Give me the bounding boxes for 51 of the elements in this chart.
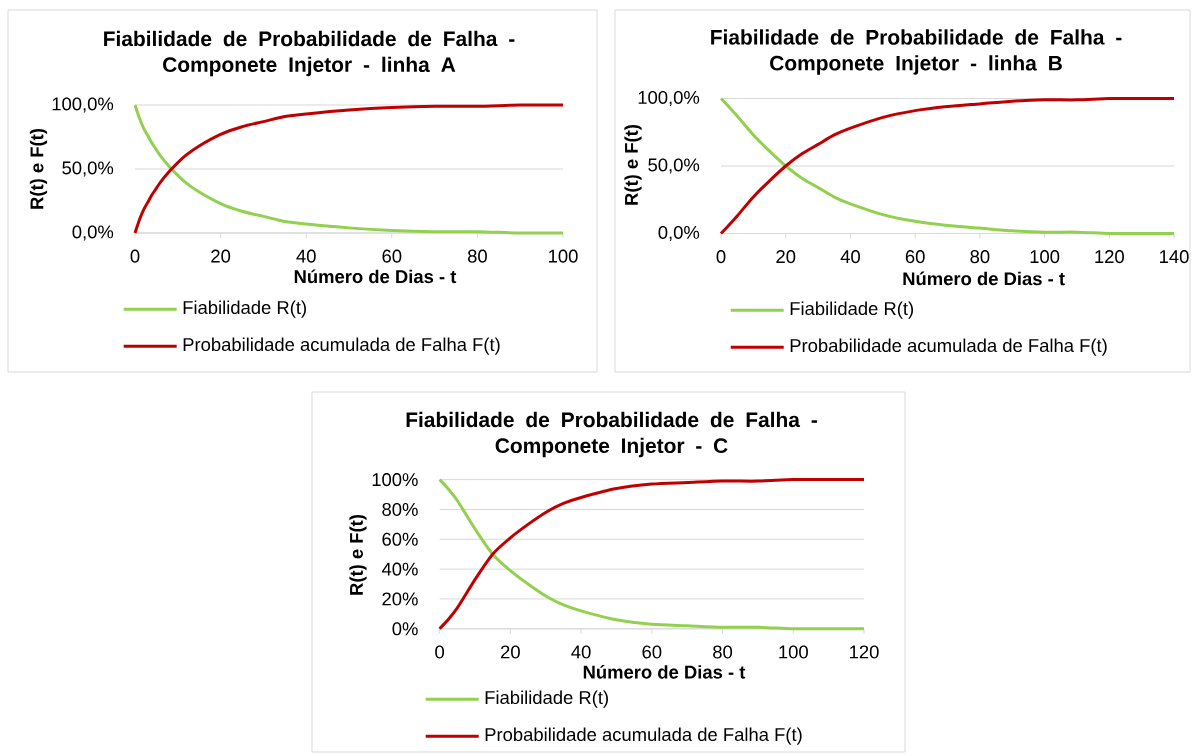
y-tick-label: 100% (372, 473, 418, 487)
x-tick-label: 80 (467, 249, 487, 263)
y-tick-label: 60% (382, 532, 418, 546)
y-tick-label: 0,0% (72, 225, 114, 241)
y-tick-label: 0,0% (658, 225, 700, 242)
x-tick-label: 40 (296, 249, 316, 263)
y-axis-title: R(t) e F(t) (29, 128, 48, 209)
x-tick-label: 100 (1030, 250, 1060, 264)
legend-label: Fiabilidade R(t) (790, 301, 914, 319)
x-tick-label: 60 (382, 249, 402, 263)
y-tick-label: 40% (381, 562, 418, 576)
x-tick-label: 60 (642, 645, 662, 659)
y-tick-label: 20% (382, 592, 418, 606)
line-series (133, 103, 565, 235)
y-tick-label: 50,0% (62, 161, 114, 177)
x-tick-label: 100 (779, 645, 808, 659)
y-tick-label: 100,0% (638, 90, 700, 107)
line-series (719, 96, 1176, 236)
x-axis-title: Número de Dias - t (903, 271, 1065, 286)
y-tick-label: 80% (382, 502, 418, 516)
x-tick-label: 20 (501, 645, 520, 659)
x-tick-label: 0 (716, 250, 726, 264)
x-tick-label: 80 (713, 645, 733, 659)
x-tick-label: 60 (905, 250, 925, 264)
x-axis-title: Número de Dias - t (294, 269, 457, 284)
line-series (438, 478, 866, 631)
x-tick-label: 20 (776, 250, 796, 264)
y-tick-label: 100,0% (52, 97, 114, 113)
x-tick-label: 0 (130, 249, 140, 263)
y-axis-title: R(t) e F(t) (349, 515, 367, 595)
x-tick-label: 140 (1160, 250, 1189, 264)
x-tick-label: 80 (970, 250, 990, 264)
legend-label: Probabilidade acumulada de Falha F(t) (183, 337, 500, 355)
x-axis-title: Número de Dias - t (583, 664, 746, 679)
legend-label: Probabilidade acumulada de Falha F(t) (790, 338, 1107, 356)
x-tick-label: 20 (211, 249, 231, 263)
chart-title: Fiabilidade de Probabilidade de Falha - Componete Injetor - linha B (711, 29, 1122, 75)
chart-title: Fiabilidade de Probabilidade de Falha - Componete Injetor - C (406, 411, 817, 458)
legend-label: Fiabilidade R(t) (183, 300, 306, 318)
legend-label: Probabilidade acumulada de Falha F(t) (485, 727, 802, 745)
y-axis-title: R(t) e F(t) (624, 124, 642, 205)
x-tick-label: 120 (850, 645, 879, 659)
x-tick-label: 120 (1095, 250, 1124, 264)
y-tick-label: 50,0% (648, 158, 700, 174)
x-tick-label: 100 (549, 249, 578, 263)
chart-title: Fiabilidade de Probabilidade de Falha - Componete Injetor - linha A (104, 30, 515, 77)
x-tick-label: 40 (571, 645, 591, 659)
y-tick-label: 0% (392, 622, 418, 636)
x-tick-label: 0 (435, 645, 445, 659)
legend-label: Fiabilidade R(t) (485, 690, 608, 708)
x-tick-label: 40 (840, 250, 860, 264)
